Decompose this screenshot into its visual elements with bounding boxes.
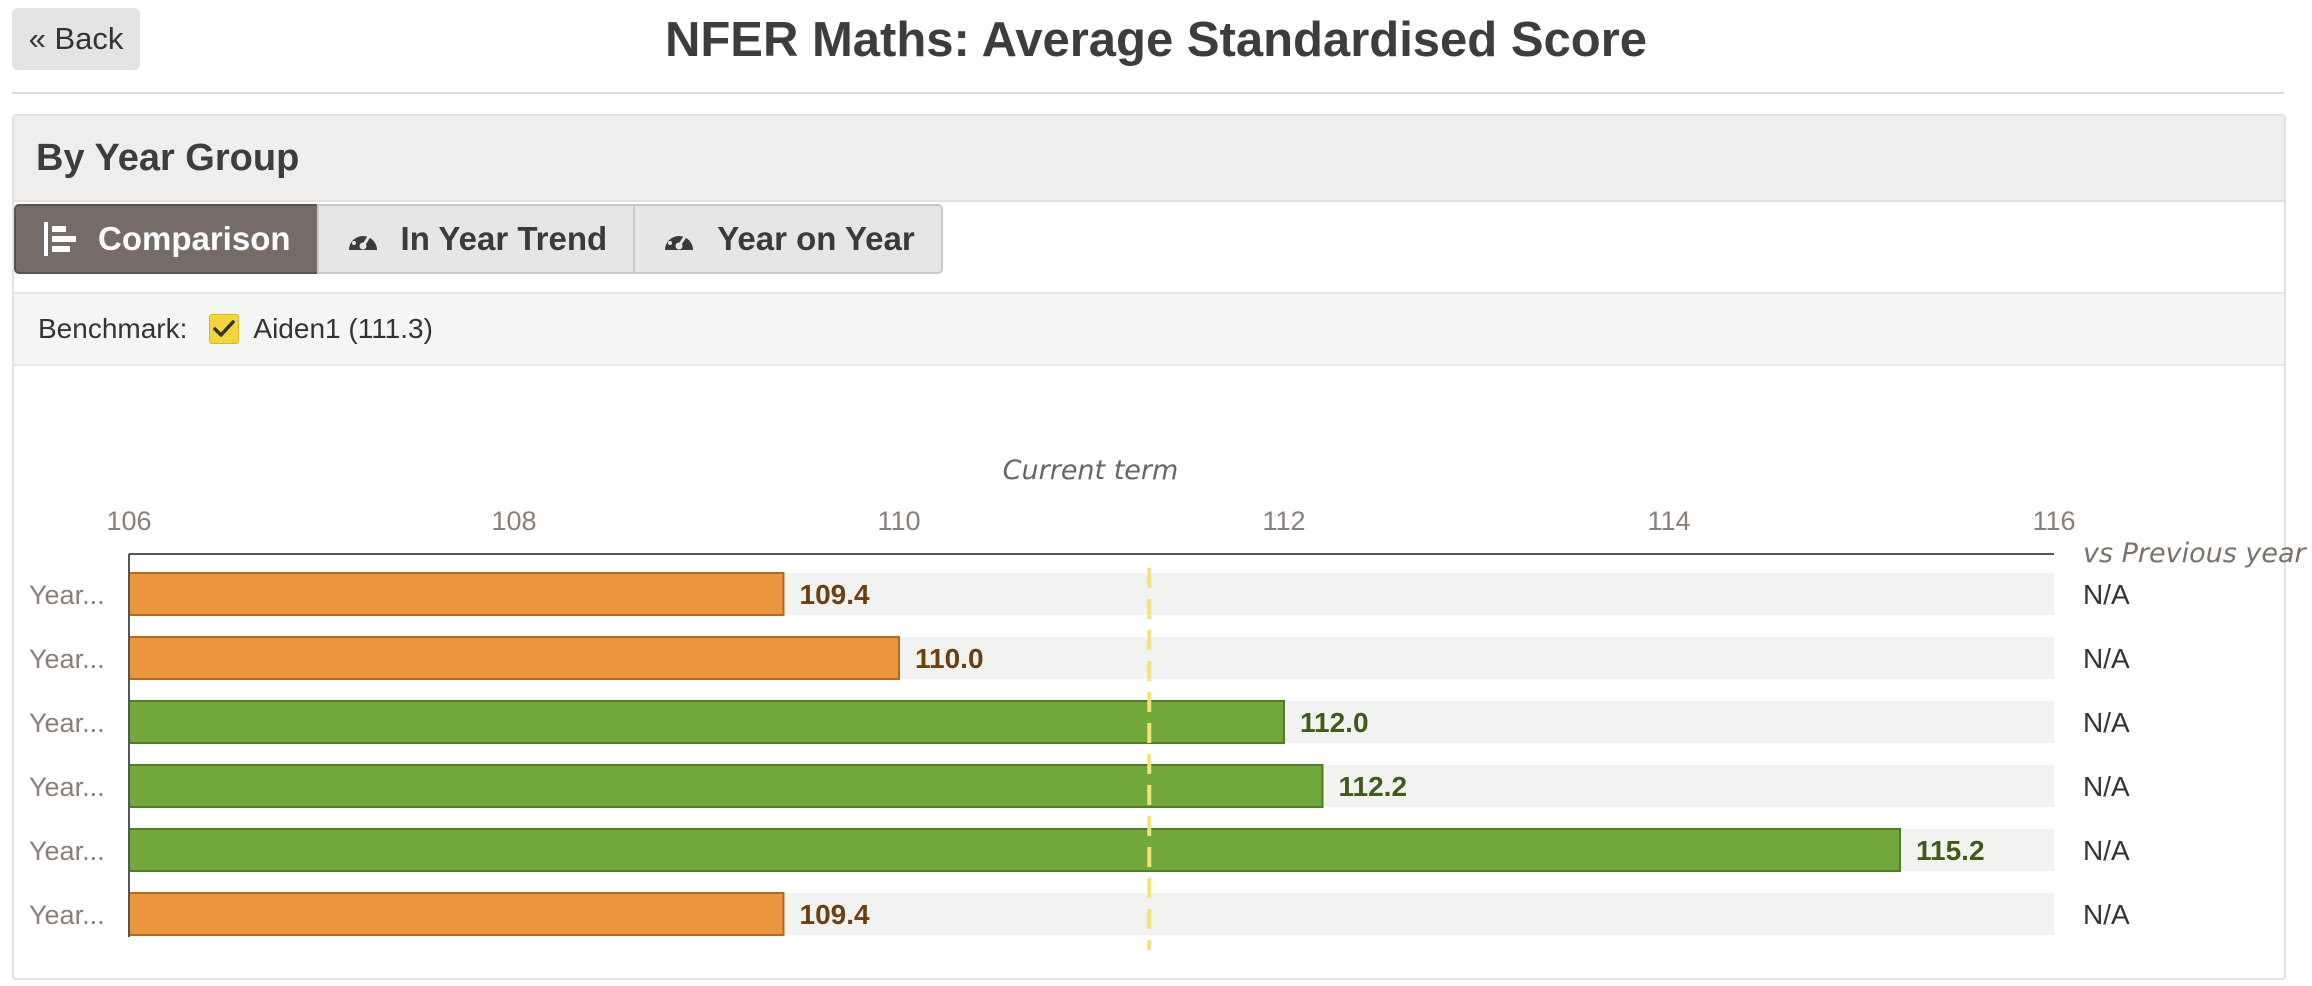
tab-in-year-trend[interactable]: In Year Trend	[316, 204, 636, 274]
bar-value-label: 115.2	[1916, 835, 1985, 866]
view-tabs: Comparison In Year Trend Year on	[14, 204, 943, 276]
x-tick-label: 114	[1647, 506, 1690, 536]
bar	[128, 828, 1901, 872]
tab-year-on-year[interactable]: Year on Year	[633, 204, 943, 274]
vs-previous-year-value: N/A	[2083, 899, 2130, 930]
category-label: Year...	[29, 772, 105, 802]
tab-label: Comparison	[98, 220, 291, 257]
tab-label: Year on Year	[717, 220, 915, 257]
checkmark-icon	[213, 320, 236, 337]
gauge-icon	[348, 230, 377, 250]
category-label: Year...	[29, 708, 105, 738]
vs-previous-year-value: N/A	[2083, 771, 2130, 802]
bar	[128, 636, 900, 680]
category-label: Year...	[29, 644, 105, 674]
x-tick-label: 112	[1262, 506, 1305, 536]
title-divider	[12, 92, 2284, 94]
bar	[128, 572, 785, 616]
vs-previous-year-value: N/A	[2083, 579, 2130, 610]
benchmark-row: Benchmark: Aiden1 (111.3)	[14, 292, 2284, 366]
tab-label: In Year Trend	[400, 220, 608, 257]
category-label: Year...	[29, 900, 105, 930]
bar-value-label: 109.4	[800, 899, 870, 930]
bar-value-label: 112.2	[1339, 771, 1408, 802]
bar	[128, 764, 1324, 808]
bar	[128, 700, 1285, 744]
vs-previous-year-header: vs Previous year	[2083, 538, 2308, 569]
category-label: Year...	[29, 836, 105, 866]
bar-value-label: 112.0	[1300, 707, 1369, 738]
x-tick-label: 110	[877, 506, 920, 536]
x-tick-label: 108	[491, 506, 536, 536]
benchmark-label: Benchmark:	[38, 313, 188, 344]
vs-previous-year-value: N/A	[2083, 835, 2130, 866]
back-button[interactable]: « Back	[12, 8, 140, 70]
vs-previous-year-value: N/A	[2083, 707, 2130, 738]
gauge-icon	[665, 230, 694, 250]
axis-title: Current term	[1003, 455, 1179, 486]
panel-heading: By Year Group	[14, 116, 2284, 202]
page-title: NFER Maths: Average Standardised Score	[664, 13, 1648, 67]
tab-comparison[interactable]: Comparison	[14, 204, 319, 274]
bar-chart-icon	[44, 222, 76, 256]
bar-value-label: 110.0	[915, 643, 984, 674]
benchmark-checkbox[interactable]	[209, 314, 240, 344]
vs-previous-year-value: N/A	[2083, 643, 2130, 674]
x-tick-label: 106	[106, 506, 151, 536]
x-tick-label: 116	[2032, 506, 2075, 536]
bar-value-label: 109.4	[800, 579, 870, 610]
bar	[128, 892, 785, 936]
category-label: Year...	[29, 580, 105, 610]
benchmark-item-label: Aiden1 (111.3)	[253, 313, 433, 344]
panel-heading-text: By Year Group	[36, 136, 300, 179]
